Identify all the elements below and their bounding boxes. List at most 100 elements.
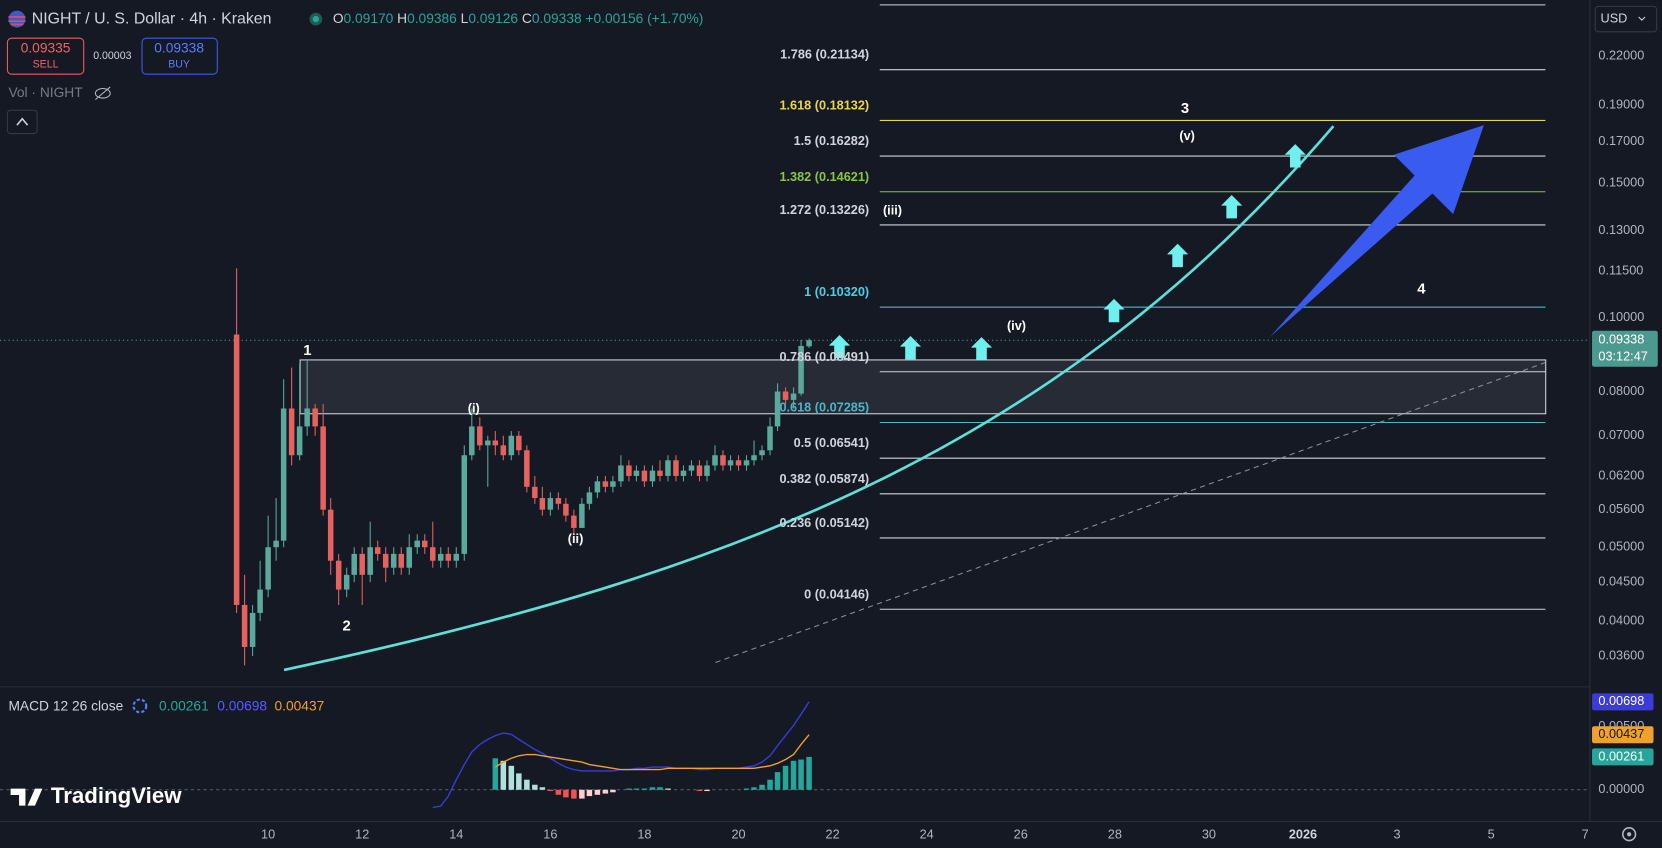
x-tick-label: 16 [543,827,557,842]
histogram-bar [586,789,593,797]
fib-label: 1.786 (0.21134) [780,47,869,62]
histogram-bar [547,789,554,792]
x-tick-label: 30 [1202,827,1216,842]
candle-body [735,460,742,466]
growth-curve [283,125,1335,672]
candle-body [751,455,757,461]
market-status-dot [312,15,320,23]
candle-body [665,460,671,476]
candle-layer [233,268,812,666]
candle-body [743,460,750,466]
wave-label: 4 [1417,281,1426,297]
candle-body [720,455,726,466]
price-badge [1592,330,1658,367]
histogram-bar [563,789,569,798]
histogram-bar [555,789,562,795]
histogram-bar [806,756,812,790]
macd-signal-value: 0.00437 [275,699,325,714]
legend-value: 0.09170 [344,11,394,26]
y-tick-label: 0.10000 [1598,309,1644,324]
x-tick-label: 18 [637,827,651,842]
candle-body [524,450,530,487]
axis-layer: 0.22000 0.19000 0.17000 0.15000 0.13000 0.115… [261,48,1658,842]
candle-body [257,589,263,613]
histogram-bar [767,779,773,790]
sell-label: SELL [33,58,59,70]
drawings [283,125,1546,672]
candle-body [367,547,373,575]
ohlc-legend: O0.09170 H0.09386 L0.09126 C0.09338 +0.0… [333,11,704,26]
candle-body [586,492,593,504]
candle-body [633,470,640,476]
signal-badge [1592,726,1654,744]
candle-body [579,503,585,528]
wave-label: (i) [468,401,480,416]
fib-label: 0.5 (0.06541) [794,435,870,450]
currency-select[interactable] [1594,5,1658,33]
y-tick-label: 0.15000 [1598,175,1644,190]
candle-body [563,503,569,516]
collapse-icon [16,117,29,126]
over-layer: 0 (0.04146) 0.236 (0.05142) 0.382 (0.05874… [303,47,1426,635]
fib-label: 1 (0.10320) [804,284,869,299]
fib-label: 0.618 (0.07285) [779,400,869,415]
macd-settings[interactable] [132,698,148,714]
histogram-bar [602,789,609,794]
candle-body [571,515,577,528]
y-tick-label: 0.07000 [1598,427,1644,442]
under-layer [0,4,1590,809]
settings-gear[interactable] [1621,827,1637,842]
histogram-bar [633,788,640,790]
candle-body [539,498,546,510]
histogram-bar [626,788,632,790]
visibility-toggle[interactable] [94,86,111,101]
buy-button[interactable] [141,37,218,75]
x-tick-label: 3 [1394,827,1401,842]
candle-body [430,547,436,561]
legend-key: O [333,11,344,26]
histogram-bar [516,773,522,790]
up-arrow [1284,144,1306,168]
y-tick-label: 0.05000 [1598,539,1644,554]
y-tick-label: 0.19000 [1598,96,1644,111]
candle-body [233,334,240,605]
candle-body [273,540,279,548]
candle-body [492,440,499,446]
candle-body [673,460,679,476]
histogram-bar [571,789,577,799]
legend-key: C [522,11,532,26]
candle-body [782,391,789,400]
fib-label: 0.786 (0.08491) [779,349,869,364]
macd-badge-value: 0.00698 [1598,693,1644,708]
candle-body [610,481,616,487]
y-tick-label: 0.17000 [1598,133,1644,148]
trend-line [715,362,1546,663]
candle-body [704,465,710,476]
x-tick-label: 24 [920,827,934,842]
symbol-title: NIGHT / U. S. Dollar · 4h · Kraken [32,10,272,27]
up-arrow [1167,243,1189,268]
histogram-bar [610,789,616,793]
sell-price: 0.09335 [21,40,71,55]
x-tick-label: 20 [731,827,745,842]
volume-label: Vol · NIGHT [8,85,83,100]
y-tick-label: 0.04000 [1598,612,1644,627]
collapse-button[interactable] [6,109,38,135]
x-tick-label: 7 [1582,827,1589,842]
candle-body [398,553,404,568]
candle-body [626,465,632,476]
macd-value: 0.00698 [217,699,267,714]
histogram-bar [500,760,507,790]
price-badge-countdown: 03:12:47 [1598,349,1647,364]
fib-label: 1.382 (0.14621) [779,169,869,184]
signal-badge-value: 0.00437 [1598,726,1644,741]
macd-histogram-value: 0.00261 [159,699,209,714]
x-tick-label: 10 [261,827,275,842]
candle-body [327,509,334,561]
y-tick-label: 0.06200 [1598,467,1644,482]
histogram-bar [774,772,781,790]
candle-body [312,408,318,427]
candle-body [602,481,609,487]
sell-button[interactable] [6,37,85,75]
